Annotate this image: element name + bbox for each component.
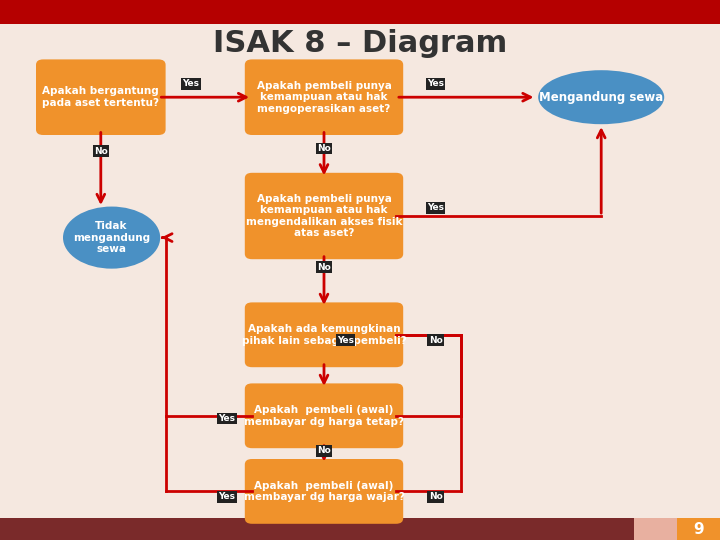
Text: Apakah pembeli punya
kemampuan atau hak
mengendalikan akses fisik
atas aset?: Apakah pembeli punya kemampuan atau hak …	[246, 194, 402, 238]
FancyBboxPatch shape	[245, 383, 403, 448]
Text: Apakah pembeli punya
kemampuan atau hak
mengoperasikan aset?: Apakah pembeli punya kemampuan atau hak …	[256, 80, 392, 114]
FancyBboxPatch shape	[36, 59, 166, 135]
Text: ISAK 8 – Diagram: ISAK 8 – Diagram	[213, 29, 507, 58]
Text: No: No	[317, 447, 331, 455]
FancyBboxPatch shape	[634, 518, 677, 540]
Text: No: No	[428, 492, 443, 501]
Text: Apakah  pembeli (awal)
membayar dg harga tetap?: Apakah pembeli (awal) membayar dg harga …	[244, 405, 404, 427]
Text: Yes: Yes	[218, 414, 235, 423]
Text: Yes: Yes	[427, 204, 444, 212]
Text: Apakah ada kemungkinan
pihak lain sebagai pembeli?: Apakah ada kemungkinan pihak lain sebaga…	[242, 324, 406, 346]
Text: Apakah bergantung
pada aset tertentu?: Apakah bergantung pada aset tertentu?	[42, 86, 159, 108]
FancyBboxPatch shape	[245, 173, 403, 259]
Ellipse shape	[538, 70, 664, 124]
Text: Yes: Yes	[337, 336, 354, 345]
Text: No: No	[94, 147, 108, 156]
Text: Mengandung sewa: Mengandung sewa	[539, 91, 663, 104]
Ellipse shape	[63, 206, 160, 268]
FancyBboxPatch shape	[245, 459, 403, 524]
Text: No: No	[317, 144, 331, 153]
FancyBboxPatch shape	[677, 518, 720, 540]
FancyBboxPatch shape	[245, 59, 403, 135]
Text: Apakah  pembeli (awal)
membayar dg harga wajar?: Apakah pembeli (awal) membayar dg harga …	[243, 481, 405, 502]
Text: No: No	[317, 263, 331, 272]
Text: 9: 9	[693, 522, 703, 537]
FancyBboxPatch shape	[245, 302, 403, 367]
FancyBboxPatch shape	[0, 0, 720, 24]
Text: Yes: Yes	[182, 79, 199, 88]
Text: No: No	[428, 336, 443, 345]
Text: Yes: Yes	[427, 79, 444, 88]
Text: Tidak
mengandung
sewa: Tidak mengandung sewa	[73, 221, 150, 254]
FancyBboxPatch shape	[0, 518, 720, 540]
Text: Yes: Yes	[218, 492, 235, 501]
